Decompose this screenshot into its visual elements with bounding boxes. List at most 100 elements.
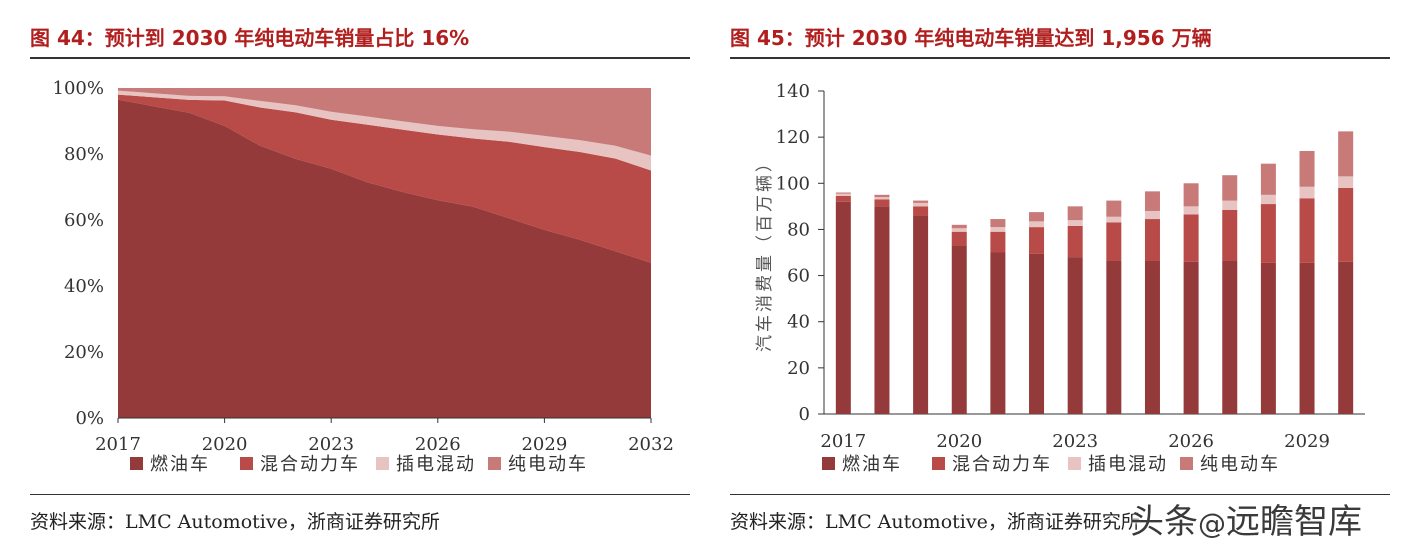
x-tick-label: 2029 — [521, 434, 567, 455]
legend-item-hybrid: 混合动力车 — [932, 454, 1052, 475]
left-source-rule — [30, 494, 690, 495]
x-tick-label: 2020 — [202, 434, 248, 455]
x-tick-label: 2023 — [308, 434, 354, 455]
legend-swatch-phev — [376, 457, 389, 470]
x-tick-label: 2023 — [1052, 431, 1098, 452]
right-figure-title: 图 45：预计 2030 年纯电动车销量达到 1,956 万辆 — [730, 26, 1212, 50]
x-tick-label: 2029 — [1284, 431, 1330, 452]
legend-label-hybrid: 混合动力车 — [260, 454, 360, 475]
bar-ice — [835, 201, 851, 414]
bar-bev — [1260, 163, 1276, 195]
legend-item-ice: 燃油车 — [822, 454, 902, 475]
x-tick-label: 2026 — [415, 434, 461, 455]
bar-phev — [913, 202, 929, 207]
legend-swatch-bev — [488, 457, 501, 470]
x-tick-label: 2017 — [95, 434, 141, 455]
bar-phev — [990, 227, 1006, 232]
legend-item-phev: 插电混动 — [376, 454, 476, 475]
legend-label-ice: 燃油车 — [842, 454, 902, 475]
legend-item-phev: 插电混动 — [1068, 454, 1168, 475]
left-figure-title: 图 44：预计到 2030 年纯电动车销量占比 16% — [30, 26, 470, 50]
x-tick-label: 2032 — [628, 434, 674, 455]
right-title-rule — [730, 57, 1390, 59]
y-tick-label: 80% — [64, 144, 104, 165]
area-chart: 0% 20% 40% 60% 80% 100% 2017 2020 2023 2026 2029 20… — [53, 78, 674, 475]
legend-item-bev: 纯电动车 — [488, 454, 588, 475]
legend-label-bev: 纯电动车 — [508, 454, 588, 475]
left-source-note: 资料来源：LMC Automotive，浙商证券研究所 — [30, 511, 440, 533]
right-figure-panel: 图 45：预计 2030 年纯电动车销量达到 1,956 万辆 0 20 40 60 8… — [700, 0, 1409, 548]
bar-hybrid — [1299, 198, 1315, 263]
bar-bev — [1106, 200, 1122, 217]
bar-hybrid — [990, 231, 1006, 253]
bar-bev — [1183, 183, 1199, 207]
bar-phev — [1067, 220, 1083, 226]
x-tick-label: 2026 — [1168, 431, 1214, 452]
bar-hybrid — [1338, 187, 1354, 262]
legend-item-bev: 纯电动车 — [1180, 454, 1280, 475]
bar-ice — [1183, 261, 1199, 414]
bar-ice — [1299, 262, 1315, 414]
y-tick-label: 0% — [75, 408, 104, 429]
bar-hybrid — [1260, 204, 1276, 263]
bar-bev — [1029, 212, 1045, 222]
bar-ice — [951, 245, 967, 414]
legend-label-phev: 插电混动 — [1088, 454, 1168, 475]
bar-phev — [1338, 176, 1354, 188]
bar-hybrid — [913, 206, 929, 216]
legend-swatch-hybrid — [932, 457, 945, 470]
legend-swatch-bev — [1180, 457, 1193, 470]
bar-phev — [1144, 210, 1160, 220]
bar-ice — [1338, 261, 1354, 414]
bar-ice — [1106, 260, 1122, 414]
legend-label-phev: 插电混动 — [396, 454, 476, 475]
legend-swatch-phev — [1068, 457, 1081, 470]
left-figure-panel: 图 44：预计到 2030 年纯电动车销量占比 16% 0% 20% 40% 60% 8… — [0, 0, 700, 548]
bar-bev — [874, 194, 890, 198]
bar-bev — [951, 224, 967, 229]
right-source-rule — [730, 494, 1390, 495]
legend-label-ice: 燃油车 — [150, 454, 210, 475]
bar-phev — [835, 193, 851, 196]
y-tick-label: 80 — [787, 219, 810, 240]
bar-bev — [1222, 175, 1238, 201]
y-tick-label: 20% — [64, 342, 104, 363]
legend-swatch-ice — [822, 457, 835, 470]
left-title-rule — [30, 57, 690, 59]
legend-swatch-ice — [130, 457, 143, 470]
x-tick-label: 2017 — [820, 431, 866, 452]
bar-hybrid — [1222, 209, 1238, 261]
bar-ice — [1222, 260, 1238, 414]
y-tick-label: 100% — [53, 78, 104, 99]
y-tick-label: 40 — [787, 312, 810, 333]
bar-ice — [913, 215, 929, 414]
bar-bev — [1144, 191, 1160, 211]
y-tick-label: 0 — [799, 404, 810, 425]
area-series-hybrid — [118, 94, 651, 263]
bar-phev — [951, 228, 967, 232]
bar-hybrid — [1067, 225, 1083, 258]
bar-phev — [1222, 200, 1238, 210]
bar-ice — [874, 206, 890, 414]
legend-item-ice: 燃油车 — [130, 454, 210, 475]
bar-phev — [1183, 206, 1199, 215]
legend-label-bev: 纯电动车 — [1200, 454, 1280, 475]
area-series-ice — [118, 99, 651, 418]
bar-bev — [1299, 150, 1315, 187]
y-tick-label: 60 — [787, 266, 810, 287]
right-source-note: 资料来源：LMC Automotive，浙商证券研究所 — [730, 511, 1140, 533]
bar-hybrid — [835, 195, 851, 202]
y-tick-label: 100 — [776, 173, 810, 194]
y-tick-label: 40% — [64, 276, 104, 297]
bar-phev — [1260, 194, 1276, 205]
legend-label-hybrid: 混合动力车 — [952, 454, 1052, 475]
bar-bev — [835, 192, 851, 194]
bar-hybrid — [1144, 219, 1160, 261]
bar-hybrid — [1029, 227, 1045, 254]
bar-phev — [1106, 216, 1122, 223]
y-tick-label: 60% — [64, 210, 104, 231]
bar-ice — [1260, 262, 1276, 414]
y-tick-label: 120 — [776, 127, 810, 148]
legend-swatch-hybrid — [240, 457, 253, 470]
bar-hybrid — [1183, 214, 1199, 262]
